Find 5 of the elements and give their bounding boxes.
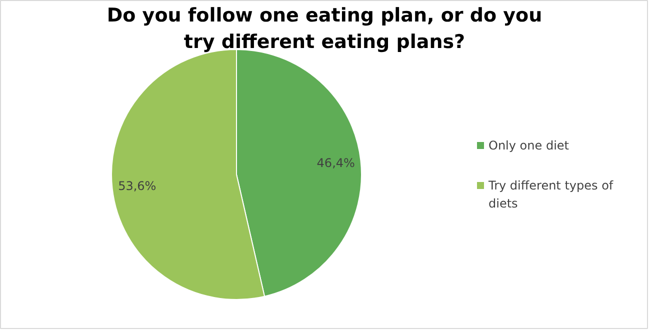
data-label: 46,4%	[316, 156, 355, 170]
data-label: 53,6%	[118, 178, 156, 193]
chart-title: Do you follow one eating plan, or do you try different eating plans?	[106, 4, 542, 53]
legend-label: Try different types of diets	[488, 178, 614, 211]
legend-label: Only one diet	[488, 138, 570, 152]
